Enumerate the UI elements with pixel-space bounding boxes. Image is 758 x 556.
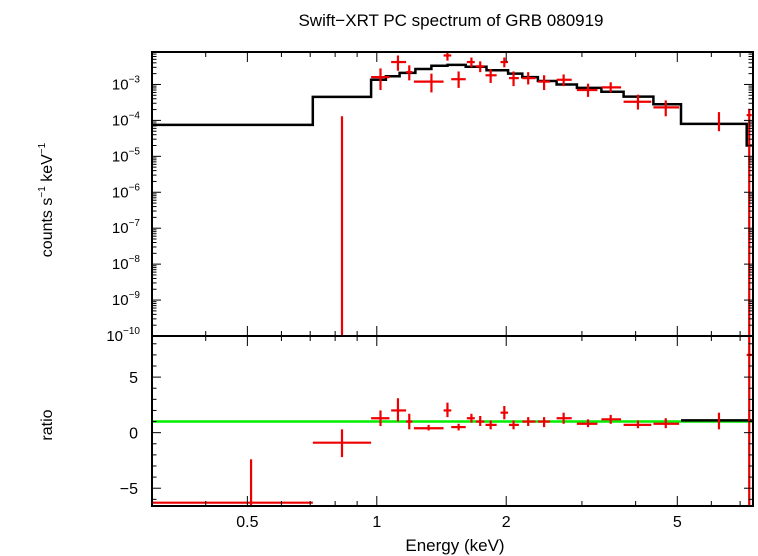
y-tick-label: 10−3 [112, 74, 141, 93]
y-tick-label-exp: −8 [129, 254, 141, 265]
y-tick-label-base: 10 [112, 76, 129, 93]
ratio-data-point [522, 417, 536, 426]
ratio-data-point [451, 423, 466, 431]
y-tick-label-base: 10 [112, 112, 129, 129]
ratio-data-point [623, 420, 652, 429]
y-tick-label-base: 10 [112, 256, 129, 273]
x-tick-label: 1 [372, 514, 381, 531]
y-tick-label-exp: −10 [123, 326, 140, 337]
y-label-mid: keV [39, 154, 56, 186]
y-tick-label-base: 10 [112, 292, 129, 309]
spectrum-data-point [475, 61, 485, 73]
spectrum-data-point [406, 65, 413, 81]
ratio-data-point [556, 412, 572, 424]
y-tick-label-exp: −7 [129, 218, 141, 229]
spectrum-data-point [508, 71, 519, 87]
spectrum-data-point [443, 52, 452, 61]
spectrum-data-point [623, 94, 652, 110]
y-tick-label: 10−8 [112, 254, 141, 273]
y-tick-label: 10−9 [112, 290, 141, 309]
ratio-data-point [508, 420, 519, 430]
y-tick-label-exp: −5 [129, 146, 141, 157]
ratio-y-tick-label: −5 [120, 481, 138, 498]
y-label-sup1: −1 [37, 186, 48, 198]
ratio-panel: 5 0 −5 ratio [39, 335, 754, 507]
ratio-data-point [475, 416, 485, 426]
ratio-y-tick-label: 5 [129, 370, 138, 387]
spectrum-data-point [413, 73, 444, 93]
y-tick-label-exp: −3 [129, 74, 141, 85]
spectrum-data-point [371, 68, 390, 91]
spectrum-y-axis-label: counts s−1 keV−1 [37, 142, 56, 257]
ratio-data-point [413, 424, 444, 431]
ratio-data-point [500, 406, 509, 420]
ratio-data-point [485, 420, 497, 430]
spectrum-data-point [653, 100, 680, 117]
y-label-sup2: −1 [37, 142, 48, 154]
ratio-data-point [601, 414, 622, 424]
y-tick-label: 10−4 [112, 110, 141, 129]
ratio-y-tick-label: 0 [129, 426, 138, 443]
ratio-data-point [371, 410, 390, 426]
spectrum-data-point [500, 57, 509, 68]
y-tick-label: 10−7 [112, 218, 141, 237]
y-tick-label: 10−10 [106, 326, 140, 345]
ratio-data-point [537, 417, 551, 428]
ratio-data-point [443, 402, 452, 418]
ratio-data-point [466, 413, 475, 423]
ratio-y-axis-label: ratio [39, 409, 56, 440]
y-tick-label-exp: −9 [129, 290, 141, 301]
chart-title: Swift−XRT PC spectrum of GRB 080919 [298, 11, 603, 30]
x-tick-label: 2 [502, 514, 511, 531]
spectrum-data-point [466, 57, 475, 68]
spectrum-data-point [746, 108, 752, 336]
y-tick-label: 10−5 [112, 146, 141, 165]
spectrum-data-point [537, 75, 551, 91]
spectrum-data-point [485, 68, 497, 83]
spectrum-data-point [556, 74, 572, 87]
ratio-data-point [406, 413, 413, 430]
x-axis-label: Energy (keV) [405, 536, 504, 555]
ratio-data-point [391, 398, 407, 422]
y-tick-label-base: 10 [112, 220, 129, 237]
y-tick-label-base: 10 [106, 328, 123, 345]
ratio-panel-frame [151, 335, 754, 507]
ratio-data-point [152, 459, 313, 506]
y-label-main: counts s [39, 198, 56, 258]
spectrum-data-point [576, 83, 598, 97]
y-tick-label-exp: −4 [129, 110, 141, 121]
spectrum-data-point [451, 71, 466, 88]
spectrum-panel: 10−310−410−510−610−710−810−910−10 counts… [37, 51, 754, 345]
x-tick-label: 5 [673, 514, 682, 531]
ratio-data-point [312, 429, 372, 458]
ratio-data-group [152, 336, 752, 506]
y-tick-label-base: 10 [112, 148, 129, 165]
y-tick-label: 10−6 [112, 182, 141, 201]
ratio-data-point [576, 419, 598, 428]
x-tick-label: 0.5 [236, 514, 258, 531]
x-tick-labels: 0.5 1 2 5 [236, 514, 682, 531]
ratio-data-point [653, 418, 680, 429]
spectrum-data-point [522, 72, 536, 85]
spectrum-data-group [340, 52, 752, 336]
y-tick-label-base: 10 [112, 184, 129, 201]
y-tick-label-exp: −6 [129, 182, 141, 193]
spectrum-data-point [601, 82, 622, 93]
spectrum-data-point [391, 55, 407, 71]
